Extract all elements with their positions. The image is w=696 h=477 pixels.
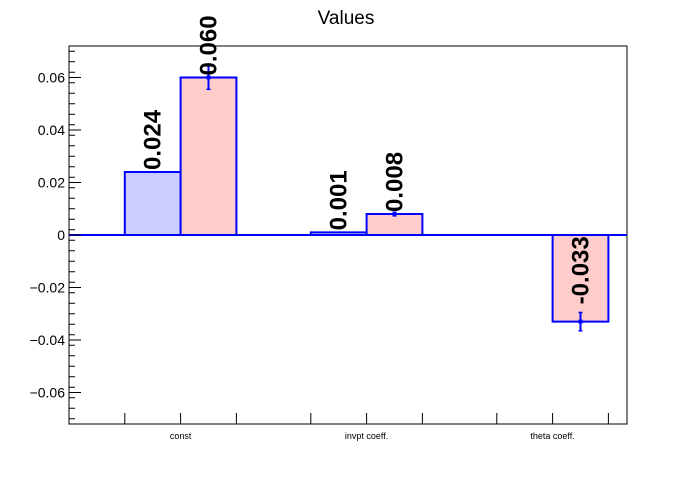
chart-title: Values xyxy=(318,8,375,29)
x-category-label: const xyxy=(170,431,192,441)
x-category-label: theta coeff. xyxy=(530,431,574,441)
y-tick-label: −0.04 xyxy=(30,332,66,348)
bar-value-label: 0.060 xyxy=(196,15,223,75)
x-category-label: invpt coeff. xyxy=(345,431,388,441)
error-marker xyxy=(578,319,583,324)
value-labels: 0.024 0.001 0.060 0.008 -0.033 xyxy=(140,15,595,304)
y-axis: −0.06 −0.04 −0.02 0 0.02 0.04 0.06 xyxy=(30,50,81,420)
bars-layer xyxy=(69,64,627,332)
bar xyxy=(551,234,610,323)
bar xyxy=(365,213,424,236)
bar-value-label: 0.008 xyxy=(382,152,409,212)
y-tick-label: 0.06 xyxy=(38,70,65,86)
bar xyxy=(179,76,238,236)
error-marker xyxy=(392,212,397,216)
x-axis: const invpt coeff. theta coeff. xyxy=(124,413,609,441)
y-tick-label: −0.06 xyxy=(30,385,66,401)
y-tick-label: 0.04 xyxy=(38,122,65,138)
bar xyxy=(123,171,182,236)
y-tick-label: 0 xyxy=(57,227,65,243)
y-tick-label: 0.02 xyxy=(38,175,65,191)
y-tick-label: −0.02 xyxy=(30,280,66,296)
bar-value-label: 0.024 xyxy=(140,109,167,170)
error-marker xyxy=(206,75,211,80)
bar-value-label: 0.001 xyxy=(326,170,353,230)
bar-value-label: -0.033 xyxy=(568,236,595,304)
